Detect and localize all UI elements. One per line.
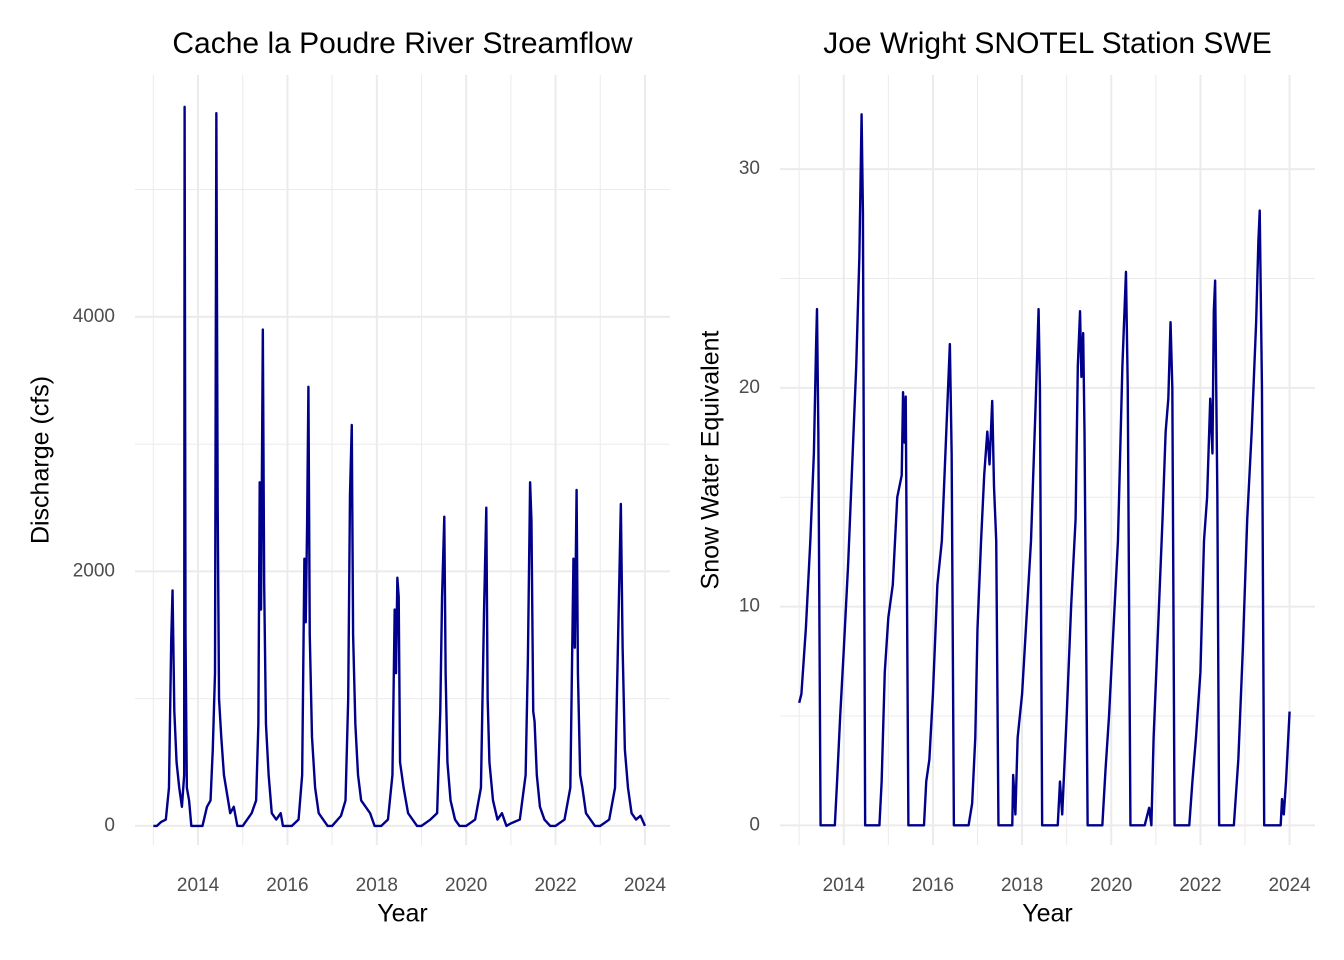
line [798, 113, 1291, 827]
x-tick-label: 2014 [177, 875, 220, 896]
y-tick-label: 10 [739, 596, 760, 617]
x-tick-label: 2022 [534, 875, 576, 896]
y-tick-label: 4000 [73, 306, 115, 327]
y-tick-label: 30 [739, 158, 760, 179]
x-axis-title: Year [377, 900, 428, 928]
y-tick-label: 0 [749, 814, 760, 835]
y-tick-label: 2000 [73, 560, 115, 581]
x-axis-title: Year [1022, 900, 1073, 928]
y-axis-title: Discharge (cfs) [27, 376, 55, 544]
y-tick-label: 20 [739, 377, 760, 398]
x-tick-label: 2020 [445, 875, 487, 896]
x-tick-label: 2020 [1090, 875, 1132, 896]
x-tick-label: 2016 [912, 875, 954, 896]
x-tick-label: 2018 [356, 875, 398, 896]
x-tick-label: 2024 [1268, 875, 1311, 896]
y-axis-title: Snow Water Equivalent [697, 330, 725, 589]
x-tick-label: 2022 [1179, 875, 1221, 896]
chart-title: Joe Wright SNOTEL Station SWE [823, 27, 1272, 60]
x-tick-label: 2016 [266, 875, 308, 896]
x-tick-label: 2024 [624, 875, 667, 896]
x-tick-label: 2018 [1001, 875, 1043, 896]
x-tick-label: 2014 [823, 875, 866, 896]
chart-title: Cache la Poudre River Streamflow [172, 27, 633, 60]
y-tick-label: 0 [104, 815, 115, 836]
line [153, 105, 647, 828]
